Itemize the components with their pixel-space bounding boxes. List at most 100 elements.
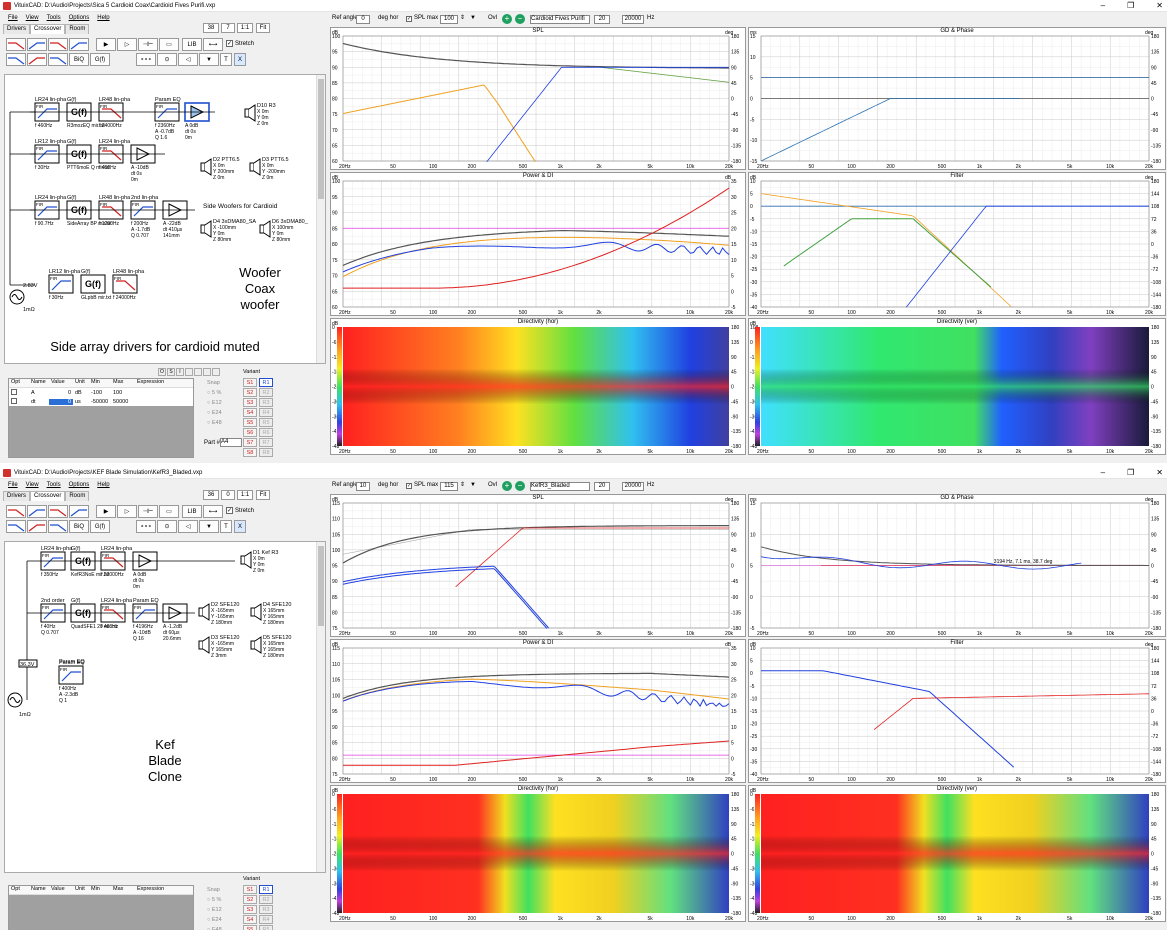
column-header[interactable]: Max <box>113 886 124 892</box>
spl-down-icon[interactable]: ▼ <box>470 15 476 21</box>
filter-tool-button[interactable] <box>48 520 68 533</box>
freq-min-input[interactable]: 20 <box>594 15 610 24</box>
column-header[interactable]: Min <box>91 886 100 892</box>
tab-drivers[interactable]: Drivers <box>3 24 30 34</box>
variant-r-button[interactable]: R3 <box>259 398 273 407</box>
plot-dirv[interactable]: Directivity (ver) 0 -6 -12 -18 -24 -30 -36 -42 -4… <box>748 785 1166 922</box>
variant-s-button[interactable]: S6 <box>243 428 257 437</box>
remove-overlay-icon[interactable]: − <box>515 481 525 491</box>
scrollbar-thumb[interactable] <box>318 546 324 626</box>
component-button[interactable]: ▭ <box>159 505 179 518</box>
variant-s-button[interactable]: S3 <box>243 398 257 407</box>
variant-s-button[interactable]: S4 <box>243 408 257 417</box>
radio-icon[interactable]: ○ <box>207 400 212 406</box>
opt-checkbox[interactable] <box>11 388 17 395</box>
schematic-block[interactable]: A 0dB dt 0s 0m <box>184 102 210 141</box>
check-icon[interactable]: ✓ <box>226 40 233 47</box>
column-header[interactable]: Name <box>31 886 46 892</box>
variant-r-button[interactable]: R6 <box>259 428 273 437</box>
zoom-box-2[interactable]: 1:1 <box>237 490 253 500</box>
tab-crossover[interactable]: Crossover <box>30 491 66 501</box>
biquad-button[interactable]: BiQ <box>69 520 89 533</box>
snap-radio[interactable]: ○ E12 <box>207 398 237 408</box>
overlay-file-input[interactable]: Cardioid Fives Purifi <box>530 15 590 24</box>
plot-filt[interactable]: Filter 10 5 0 -5 -10 -15 -20 -25 -30 -35 -40 180 144 1… <box>748 639 1166 783</box>
add-overlay-icon[interactable]: + <box>502 481 512 491</box>
wire-button[interactable]: ⟷ <box>203 38 223 51</box>
component-button[interactable]: ⊣⊢ <box>138 505 158 518</box>
minimize-icon[interactable]: – <box>1100 468 1106 477</box>
schematic-block[interactable]: A 0dB dt 0s 0m <box>132 551 158 590</box>
column-header[interactable]: Max <box>113 379 124 385</box>
variant-r-button[interactable]: R4 <box>259 408 273 417</box>
driver-symbol[interactable]: D10 R3X 0m Y 0m Z 0m <box>244 103 276 127</box>
component-button[interactable]: ▼ <box>199 520 219 533</box>
stretch-checkbox[interactable]: ✓ Stretch <box>226 507 254 514</box>
crossover-schematic[interactable]: LR24 lin-pha FIR f 460Hz G(f) G(f) R3mozEQ mi… <box>4 74 326 364</box>
menu-item-file[interactable]: File <box>8 15 18 21</box>
close-icon[interactable]: ✕ <box>1156 1 1163 10</box>
gf-button[interactable]: G(f) <box>90 53 110 66</box>
filter-tool-button[interactable] <box>48 38 68 51</box>
column-header[interactable]: Min <box>91 379 100 385</box>
plot-pdi[interactable]: Power & DI 115 110 105 100 95 90 85 80 75 35 30 25 20… <box>330 639 746 783</box>
driver-symbol[interactable]: D6 3xDMA80_X 100mm Y 0m Z 80mm <box>259 219 309 243</box>
x-button[interactable]: X <box>234 520 246 533</box>
freq-max-input[interactable]: 20000 <box>622 15 644 24</box>
radio-icon[interactable]: ○ <box>207 410 212 416</box>
zoom-box-2[interactable]: 1:1 <box>237 23 253 33</box>
freq-min-input[interactable]: 20 <box>594 482 610 491</box>
plot-dirh[interactable]: Directivity (hor) 0 -6 -12 -18 -24 -30 -36 -42 -4… <box>330 785 746 922</box>
radio-icon[interactable]: ○ <box>207 390 212 396</box>
parameter-table[interactable]: Opt Name Value Unit Min Max Expression <box>8 885 194 930</box>
variant-s-button[interactable]: S4 <box>243 915 257 924</box>
signal-generator[interactable]: 36.3V 1mΩ <box>7 659 38 718</box>
zoom-box-1[interactable]: 7 <box>221 23 235 33</box>
library-button[interactable]: LIB <box>182 505 202 518</box>
table-cell[interactable]: 0 <box>49 398 73 405</box>
remove-overlay-icon[interactable]: − <box>515 14 525 24</box>
filter-tool-button[interactable] <box>6 520 26 533</box>
filter-tool-button[interactable] <box>6 505 26 518</box>
filter-tool-button[interactable] <box>6 53 26 66</box>
variant-s-button[interactable]: S1 <box>243 378 257 387</box>
snap-radio[interactable]: ○ E48 <box>207 418 237 428</box>
column-header[interactable]: Opt <box>11 379 20 385</box>
minimize-icon[interactable]: – <box>1100 1 1106 10</box>
snap-radio[interactable]: ○ 5 % <box>207 895 237 905</box>
component-button[interactable]: ▼ <box>199 53 219 66</box>
zoom-box-0[interactable]: 38 <box>203 23 219 33</box>
plot-gd[interactable]: GD & Phase 15 10 5 0 -5 -10 -15 180 135 90 45 0 -45 -9… <box>748 27 1166 170</box>
driver-symbol[interactable]: D3 PTT6.5X 0m Y -200mm Z 0m <box>249 157 289 181</box>
scrollbar-thumb[interactable] <box>318 79 324 199</box>
plot-pdi[interactable]: Power & DI 100 95 90 85 80 75 70 65 60 35 30 25 20 15 1… <box>330 172 746 316</box>
spl-max-input[interactable]: 100 <box>440 15 458 24</box>
menu-item-options[interactable]: Options <box>68 482 90 488</box>
component-button[interactable]: ◁ <box>178 520 198 533</box>
variant-s-button[interactable]: S7 <box>243 438 257 447</box>
component-button[interactable]: ∘∘∘ <box>136 520 156 533</box>
filter-tool-button[interactable] <box>6 38 26 51</box>
plot-dirh[interactable]: Directivity (hor) 0 -6 -12 -18 -24 -30 -36 -42 -4… <box>330 318 746 455</box>
component-button[interactable]: ▭ <box>159 38 179 51</box>
parameter-table[interactable]: Opt Name Value Unit Min Max Expression A 0 dB -100… <box>8 378 194 458</box>
zoom-box-1[interactable]: 0 <box>221 490 235 500</box>
menu-item-help[interactable]: Help <box>97 15 110 21</box>
component-button[interactable]: ⊙ <box>157 53 177 66</box>
variant-s-button[interactable]: S1 <box>243 885 257 894</box>
snap-radio[interactable]: ○ E24 <box>207 408 237 418</box>
variant-s-button[interactable]: S2 <box>243 388 257 397</box>
menu-item-view[interactable]: View <box>25 482 39 488</box>
snap-radio[interactable]: ○ E48 <box>207 925 237 930</box>
filter-tool-button[interactable] <box>69 505 89 518</box>
table-row[interactable]: dt 0 us -50000 50000 <box>9 397 193 406</box>
osi-button[interactable]: S <box>167 368 175 376</box>
t-button[interactable]: T <box>220 520 232 533</box>
variant-s-button[interactable]: S5 <box>243 925 257 930</box>
